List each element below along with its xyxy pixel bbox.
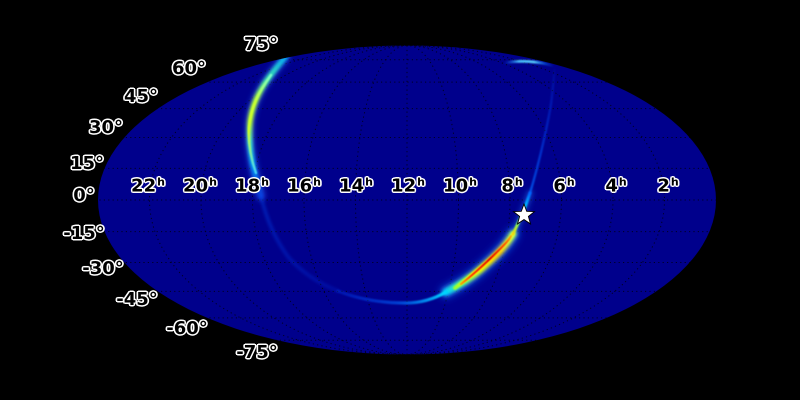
dec-tick-p75: 75° xyxy=(243,34,279,55)
star-marker-icon xyxy=(512,202,536,225)
ra-tick-unit: h xyxy=(566,175,575,189)
ra-tick-18h: 18h xyxy=(235,177,269,196)
ring-north-branch-core xyxy=(247,73,273,175)
ra-tick-6h: 6h xyxy=(553,177,574,196)
ra-tick-value: 20 xyxy=(183,175,209,197)
ra-tick-unit: h xyxy=(417,175,425,189)
ra-tick-unit: h xyxy=(261,175,269,189)
ra-tick-value: 18 xyxy=(235,175,261,197)
ra-tick-value: 12 xyxy=(391,175,417,197)
ra-tick-8h: 8h xyxy=(501,177,522,196)
ra-tick-unit: h xyxy=(365,175,373,189)
ra-tick-value: 2 xyxy=(657,175,670,197)
ra-tick-value: 16 xyxy=(287,175,313,197)
ra-tick-unit: h xyxy=(670,175,679,189)
ring-south-branch-red-core xyxy=(460,235,512,285)
ra-tick-14h: 14h xyxy=(339,177,373,196)
ring-northeast-faint-branch xyxy=(528,63,557,195)
localization-ring xyxy=(245,51,557,305)
dec-tick-p45: 45° xyxy=(123,86,159,107)
ring-southwest-faint-section xyxy=(259,194,340,293)
ra-tick-unit: h xyxy=(209,175,217,189)
dec-tick-p15: 15° xyxy=(69,153,105,174)
ra-tick-value: 6 xyxy=(553,175,566,197)
ra-tick-value: 10 xyxy=(443,175,469,197)
ra-tick-22h: 22h xyxy=(131,177,165,196)
ring-top-edge-streak xyxy=(502,59,556,68)
ra-tick-12h: 12h xyxy=(391,177,425,196)
dec-tick-m15: -15° xyxy=(63,223,105,244)
dec-tick-m60: -60° xyxy=(166,318,208,339)
ra-tick-unit: h xyxy=(618,175,627,189)
ra-tick-unit: h xyxy=(313,175,321,189)
ra-tick-value: 8 xyxy=(501,175,514,197)
dec-tick-p30: 30° xyxy=(88,117,124,138)
ra-tick-unit: h xyxy=(514,175,523,189)
ra-tick-value: 22 xyxy=(131,175,157,197)
ra-tick-10h: 10h xyxy=(443,177,477,196)
dec-tick-0: 0° xyxy=(73,185,95,206)
dec-tick-p60: 60° xyxy=(171,58,207,79)
ring-bottom-section xyxy=(336,289,448,305)
dec-tick-m30: -30° xyxy=(82,258,124,279)
ra-tick-unit: h xyxy=(157,175,165,189)
ra-tick-16h: 16h xyxy=(287,177,321,196)
graticule-grid xyxy=(98,45,716,355)
ra-tick-value: 14 xyxy=(339,175,365,197)
dec-tick-m75: -75° xyxy=(236,342,278,363)
ra-tick-4h: 4h xyxy=(605,177,626,196)
ra-tick-value: 4 xyxy=(605,175,618,197)
ra-tick-unit: h xyxy=(469,175,477,189)
ra-tick-20h: 20h xyxy=(183,177,217,196)
dec-tick-m45: -45° xyxy=(116,289,158,310)
ra-tick-2h: 2h xyxy=(657,177,678,196)
